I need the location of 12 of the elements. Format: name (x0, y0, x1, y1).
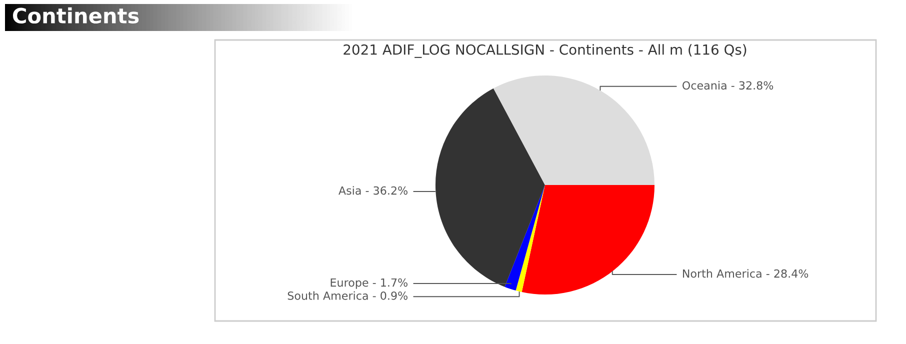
slice-label: Oceania - 32.8% (682, 81, 774, 90)
pie-slice (504, 185, 545, 291)
slice-label: North America - 28.4% (682, 269, 808, 278)
slice-label: Asia - 36.2% (338, 186, 408, 195)
slice-label: Europe - 1.7% (330, 278, 408, 289)
pie-slice (516, 185, 545, 292)
slice-label: South America - 0.9% (288, 291, 408, 300)
pie-slice (435, 88, 545, 287)
pie-slice (522, 185, 655, 295)
pie-slice (493, 75, 655, 185)
chart-subtitle: 2021 ADIF_LOG NOCALLSIGN - Continents - All m (116 Qs) (344, 44, 746, 58)
text: Continents (13, 7, 139, 24)
